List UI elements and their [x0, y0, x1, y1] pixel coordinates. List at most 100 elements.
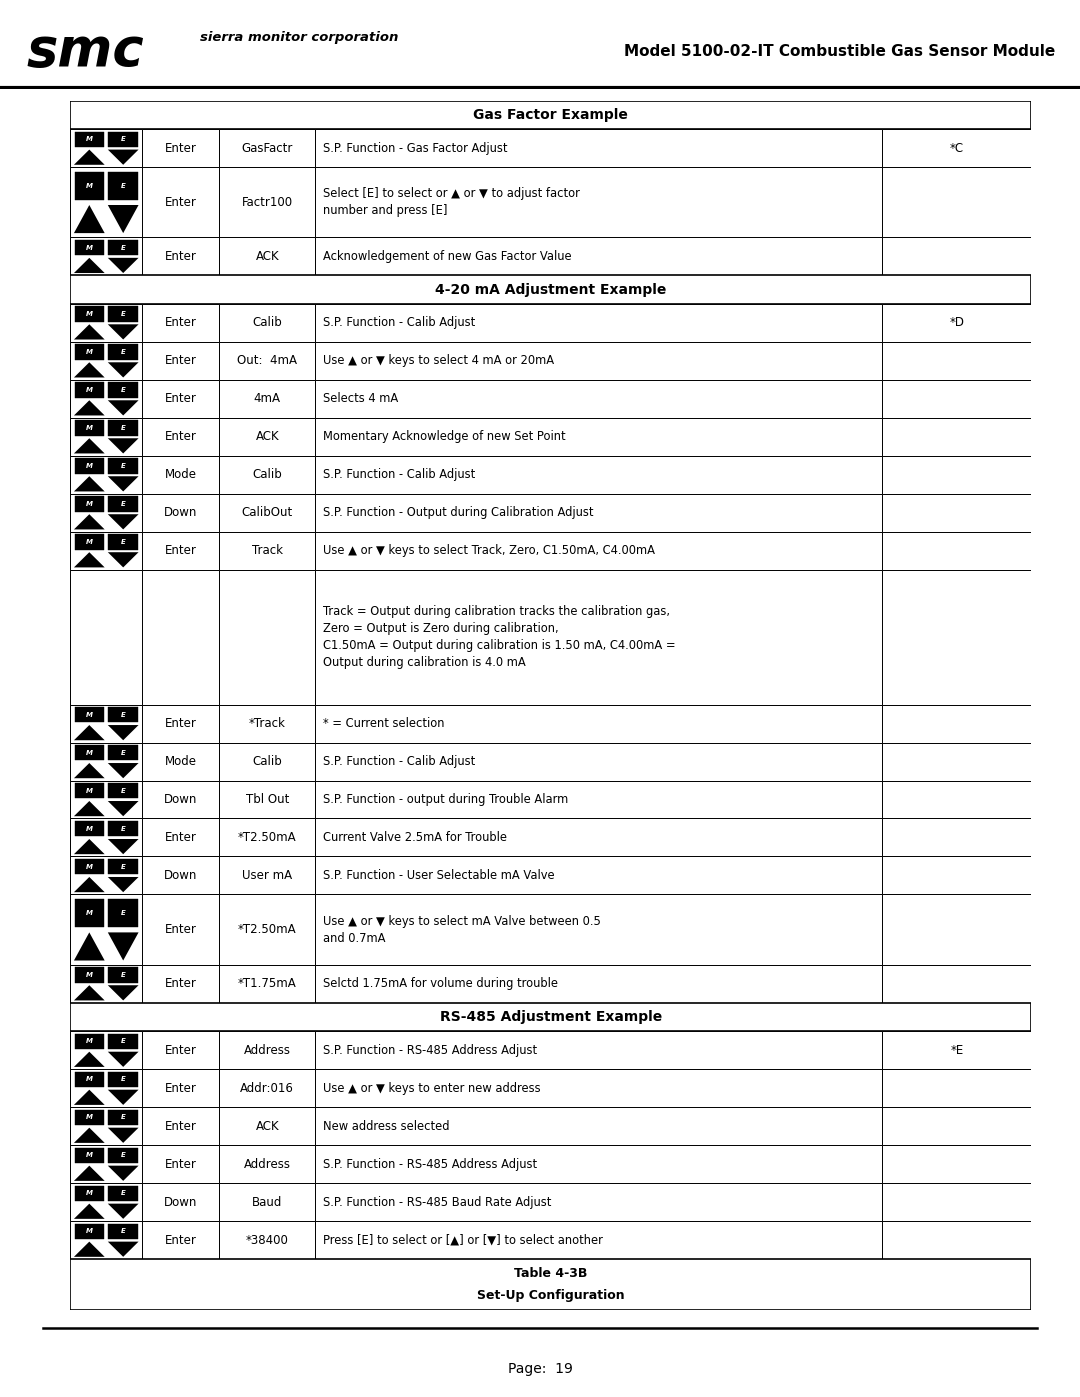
Text: CalibOut: CalibOut [242, 506, 293, 520]
Bar [882, 894, 1031, 965]
Polygon shape [108, 932, 138, 961]
Bar [219, 743, 315, 781]
Polygon shape [73, 877, 105, 893]
Polygon shape [73, 476, 105, 492]
Bar [108, 1034, 138, 1049]
Polygon shape [73, 985, 105, 1000]
Bar [315, 704, 882, 743]
Text: S.P. Function - RS-485 Baud Rate Adjust: S.P. Function - RS-485 Baud Rate Adjust [323, 1196, 552, 1208]
Text: Enter: Enter [165, 717, 197, 731]
Bar [75, 967, 104, 982]
Text: E: E [121, 911, 125, 916]
Bar [108, 496, 138, 511]
Bar [315, 380, 882, 418]
Text: S.P. Function - output during Trouble Alarm: S.P. Function - output during Trouble Al… [323, 793, 568, 806]
Bar [315, 303, 882, 342]
Bar [108, 859, 138, 875]
Bar [219, 1183, 315, 1221]
Text: Use ▲ or ▼ keys to select Track, Zero, C1.50mA, C4.00mA: Use ▲ or ▼ keys to select Track, Zero, C… [323, 545, 654, 557]
Text: E: E [121, 750, 125, 756]
Polygon shape [108, 1165, 138, 1180]
Text: S.P. Function - Gas Factor Adjust: S.P. Function - Gas Factor Adjust [323, 141, 508, 155]
Bar [108, 707, 138, 722]
Bar [315, 168, 882, 237]
Polygon shape [73, 1127, 105, 1143]
Bar [75, 345, 104, 359]
Bar [108, 821, 138, 837]
Bar [315, 418, 882, 455]
Polygon shape [73, 258, 105, 272]
Text: M: M [85, 750, 93, 756]
Text: * = Current selection: * = Current selection [323, 717, 445, 731]
Bar [108, 1071, 138, 1087]
Bar [315, 237, 882, 275]
Text: M: M [85, 1153, 93, 1158]
Polygon shape [108, 1090, 138, 1105]
Bar [315, 856, 882, 894]
Bar [70, 1183, 143, 1221]
Bar [75, 1148, 104, 1164]
Text: Use ▲ or ▼ keys to select mA Valve between 0.5
and 0.7mA: Use ▲ or ▼ keys to select mA Valve betwe… [323, 915, 600, 944]
Bar [143, 965, 219, 1003]
Bar [882, 570, 1031, 704]
Bar [70, 532, 143, 570]
Bar [70, 303, 143, 342]
Polygon shape [108, 1052, 138, 1067]
Bar [882, 1069, 1031, 1108]
Text: M: M [85, 387, 93, 393]
Text: E: E [121, 1190, 125, 1196]
Text: M: M [85, 137, 93, 142]
Text: RS-485 Adjustment Example: RS-485 Adjustment Example [440, 1010, 662, 1024]
Text: Address: Address [244, 1158, 291, 1171]
Text: Enter: Enter [165, 141, 197, 155]
Text: Enter: Enter [165, 1158, 197, 1171]
Bar [108, 745, 138, 760]
Bar [882, 1031, 1031, 1069]
Bar [70, 704, 143, 743]
Bar [70, 275, 1031, 303]
Bar [882, 237, 1031, 275]
Text: E: E [121, 863, 125, 870]
Bar [70, 1221, 143, 1259]
Bar [108, 306, 138, 321]
Bar [143, 380, 219, 418]
Text: E: E [121, 502, 125, 507]
Bar [882, 418, 1031, 455]
Bar [75, 535, 104, 549]
Polygon shape [108, 1242, 138, 1257]
Bar [882, 303, 1031, 342]
Polygon shape [108, 401, 138, 415]
Bar [70, 1146, 143, 1183]
Bar [75, 1109, 104, 1125]
Text: E: E [121, 1038, 125, 1045]
Text: Enter: Enter [165, 923, 197, 936]
Text: Track: Track [252, 545, 283, 557]
Bar [315, 1146, 882, 1183]
Bar [70, 965, 143, 1003]
Text: Page:  19: Page: 19 [508, 1362, 572, 1376]
Bar [70, 168, 143, 237]
Text: *T2.50mA: *T2.50mA [238, 923, 297, 936]
Bar [70, 1069, 143, 1108]
Text: E: E [121, 462, 125, 469]
Bar [882, 743, 1031, 781]
Bar [315, 894, 882, 965]
Polygon shape [108, 1127, 138, 1143]
Bar [219, 781, 315, 819]
Bar [70, 101, 1031, 129]
Text: M: M [85, 462, 93, 469]
Polygon shape [108, 800, 138, 816]
Bar [108, 1186, 138, 1201]
Bar [143, 303, 219, 342]
Bar [882, 455, 1031, 493]
Text: Down: Down [164, 793, 198, 806]
Text: GasFactr: GasFactr [242, 141, 293, 155]
Text: Select [E] to select or ▲ or ▼ to adjust factor
number and press [E]: Select [E] to select or ▲ or ▼ to adjust… [323, 187, 580, 217]
Bar [882, 965, 1031, 1003]
Polygon shape [73, 362, 105, 377]
Text: S.P. Function - User Selectable mA Valve: S.P. Function - User Selectable mA Valve [323, 869, 555, 882]
Bar [108, 383, 138, 398]
Text: Down: Down [164, 869, 198, 882]
Bar [219, 129, 315, 168]
Polygon shape [108, 205, 138, 233]
